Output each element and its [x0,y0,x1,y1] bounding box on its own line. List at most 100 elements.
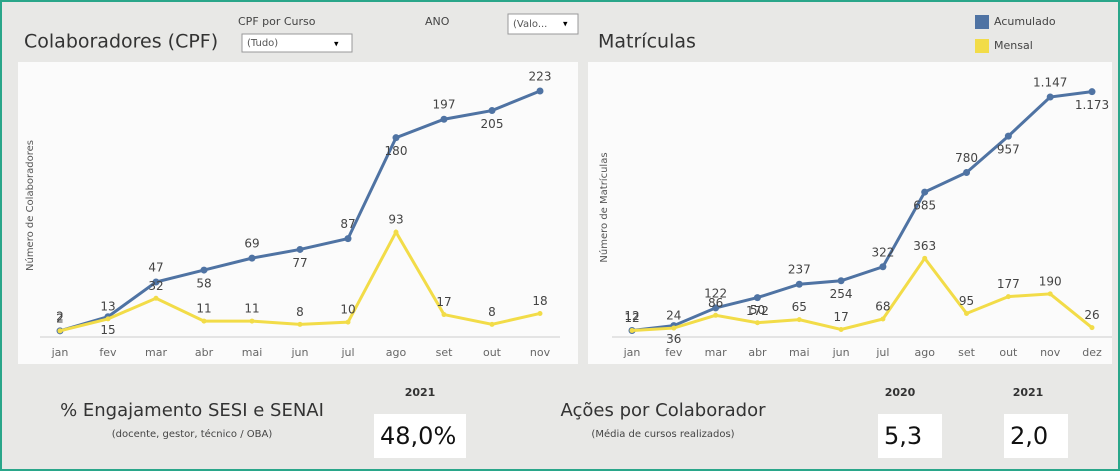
data-label: 10 [340,303,355,317]
data-label: 11 [196,302,211,316]
data-label: 957 [997,143,1020,157]
data-label: 50 [750,303,765,317]
chart-title: Colaboradores (CPF) [24,31,218,53]
kpi-value: 2,0 [1010,422,1048,450]
kpi-title: Ações por Colaborador [561,400,767,421]
x-tick-label: ago [386,346,407,359]
dropdown[interactable] [241,33,353,53]
point [105,316,111,322]
data-label: 190 [1039,274,1062,288]
point [795,280,803,288]
x-tick-label: fev [99,346,117,359]
point [712,304,720,312]
x-tick-label: fev [665,346,683,359]
data-label: 8 [488,305,496,319]
data-label: 223 [529,70,552,84]
x-tick-label: abr [195,346,214,359]
point [153,295,159,301]
dropdown-arrow: ▾ [334,40,339,50]
point [1005,294,1011,300]
x-tick-label: jul [875,346,889,359]
kpi-subtitle: (Média de cursos realizados) [591,428,734,440]
data-label: 24 [666,309,681,323]
point [671,325,677,331]
data-label: 26 [1084,308,1099,322]
point [344,235,352,243]
data-label: 237 [788,263,811,277]
point [392,134,400,142]
data-label: 36 [666,332,681,346]
dropdown[interactable] [507,13,579,35]
kpi-title: % Engajamento SESI e SENAI [60,400,324,421]
data-label: 1.173 [1075,98,1109,112]
legend-swatch [975,15,989,29]
legend-swatch [975,39,989,53]
x-tick-label: set [436,346,453,359]
data-label: 86 [708,296,723,310]
data-label: 205 [481,117,504,131]
point [629,328,635,334]
data-label: 15 [100,323,115,337]
series-line [631,90,1093,333]
point [963,169,971,177]
data-label: 2 [56,309,64,323]
point [536,87,544,95]
data-label: 172 [746,304,769,318]
x-tick-label: dez [1082,346,1102,359]
x-tick-label: abr [748,346,767,359]
x-tick-label: jun [832,346,850,359]
point [922,255,928,261]
x-tick-label: jan [623,346,641,359]
data-label: 12 [624,311,639,325]
data-label: 180 [385,144,408,158]
y-axis-label: Número de Matrículas [598,152,610,262]
point [152,278,160,286]
data-label: 93 [388,213,403,227]
data-label: 17 [436,295,451,309]
x-tick-label: mai [789,346,810,359]
data-label: 18 [532,294,547,308]
filter-label: ANO [425,15,450,28]
kpi-box [1004,414,1068,458]
point [441,312,447,318]
point [200,266,208,274]
chart-panel [588,62,1112,364]
kpi-year: 2021 [405,386,436,399]
data-label: 177 [997,277,1020,291]
point [297,321,303,327]
point [57,328,63,334]
point [921,188,929,196]
data-label: 95 [959,294,974,308]
data-label: 254 [830,287,853,301]
point [879,263,887,271]
legend-label: Acumulado [994,15,1056,28]
data-label: 2 [56,311,64,325]
point [753,294,761,302]
x-tick-label: jan [51,346,69,359]
kpi-year: 2020 [885,386,916,399]
dropdown-arrow: ▾ [563,20,568,30]
x-tick-label: mar [145,346,167,359]
point [440,115,448,123]
data-label: 87 [340,217,355,231]
x-tick-label: nov [530,346,551,359]
point [249,318,255,324]
point [1047,291,1053,297]
data-label: 122 [704,286,727,300]
data-label: 197 [433,98,456,112]
kpi-box [878,414,942,458]
point [713,312,719,318]
x-tick-label: jul [340,346,354,359]
data-label: 47 [148,261,163,275]
x-tick-label: mai [242,346,263,359]
data-label: 13 [100,299,115,313]
point [1089,325,1095,331]
data-label: 322 [871,245,894,259]
data-label: 11 [244,302,259,316]
point [880,316,886,322]
point [838,327,844,333]
data-label: 780 [955,151,978,165]
point [489,321,495,327]
